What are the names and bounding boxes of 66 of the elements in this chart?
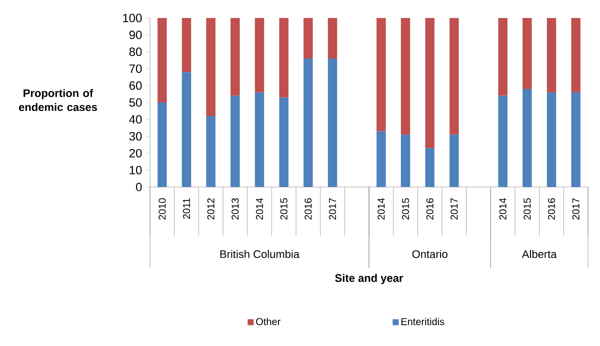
x-tick-label: 2015 bbox=[402, 198, 410, 220]
x-tick-label: 2011 bbox=[182, 198, 190, 219]
bar bbox=[522, 88, 532, 187]
bar bbox=[546, 92, 556, 187]
x-tick-label: 2010 bbox=[158, 198, 166, 220]
bar bbox=[254, 18, 264, 92]
x-tick-label: 2016 bbox=[304, 198, 312, 220]
y-tick-label: 50 bbox=[129, 98, 142, 107]
bar bbox=[206, 18, 216, 116]
x-tick-label: 2016 bbox=[426, 198, 434, 220]
bar bbox=[328, 18, 338, 59]
x-tick-label: 2017 bbox=[572, 198, 580, 220]
bar bbox=[376, 131, 386, 187]
y-tick-label: 60 bbox=[129, 81, 142, 90]
bar bbox=[254, 92, 264, 187]
bar bbox=[400, 134, 410, 187]
x-axis-title: Site and year bbox=[335, 274, 404, 284]
bar bbox=[304, 18, 313, 59]
legend-label: Other bbox=[256, 318, 280, 326]
y-tick-label: 100 bbox=[123, 14, 142, 22]
x-tick-label: 2014 bbox=[499, 198, 506, 220]
bar bbox=[158, 18, 167, 103]
legend-label: Enteritidis bbox=[401, 318, 444, 326]
bar bbox=[230, 96, 240, 187]
bar bbox=[376, 18, 386, 132]
bar bbox=[450, 134, 459, 187]
bar bbox=[498, 96, 508, 187]
y-tick-label: 90 bbox=[129, 30, 142, 40]
bar bbox=[328, 58, 338, 187]
bar bbox=[304, 58, 313, 187]
bar bbox=[450, 18, 459, 135]
bar bbox=[158, 102, 167, 187]
x-tick-label: 2015 bbox=[524, 198, 531, 220]
text: British Columbia bbox=[220, 250, 300, 258]
y-tick-label: 40 bbox=[129, 115, 142, 124]
x-tick-label: 2014 bbox=[378, 198, 385, 220]
bar bbox=[182, 18, 192, 72]
y-tick-label: 70 bbox=[129, 64, 142, 73]
bar bbox=[400, 18, 410, 135]
bar bbox=[546, 18, 556, 92]
x-tick-label: 2013 bbox=[232, 198, 239, 220]
y-axis-title: Proportion of endemic cases bbox=[18, 88, 97, 112]
text: Ontario bbox=[412, 250, 448, 258]
y-tick-label: 0 bbox=[136, 182, 142, 192]
bar bbox=[206, 116, 216, 187]
text: Alberta bbox=[522, 250, 557, 258]
x-tick-label: 2016 bbox=[548, 198, 556, 220]
y-tick-label: 80 bbox=[129, 48, 142, 56]
bar bbox=[230, 18, 240, 96]
x-tick-label: 2014 bbox=[256, 198, 264, 220]
bar bbox=[182, 72, 192, 187]
bar bbox=[425, 148, 434, 187]
x-tick-label: 2012 bbox=[207, 198, 214, 220]
bar bbox=[498, 18, 508, 96]
bar bbox=[571, 92, 580, 187]
y-tick-label: 20 bbox=[129, 148, 142, 158]
x-tick-label: 2017 bbox=[450, 198, 458, 220]
x-tick-label: 2017 bbox=[328, 198, 336, 220]
bar bbox=[522, 18, 532, 89]
y-tick-label: 10 bbox=[130, 166, 142, 174]
y-tick-label: 30 bbox=[129, 132, 142, 141]
bar bbox=[279, 97, 288, 187]
x-tick-label: 2015 bbox=[280, 198, 288, 220]
bar bbox=[571, 18, 580, 92]
bar bbox=[425, 18, 434, 148]
bar bbox=[279, 18, 288, 98]
